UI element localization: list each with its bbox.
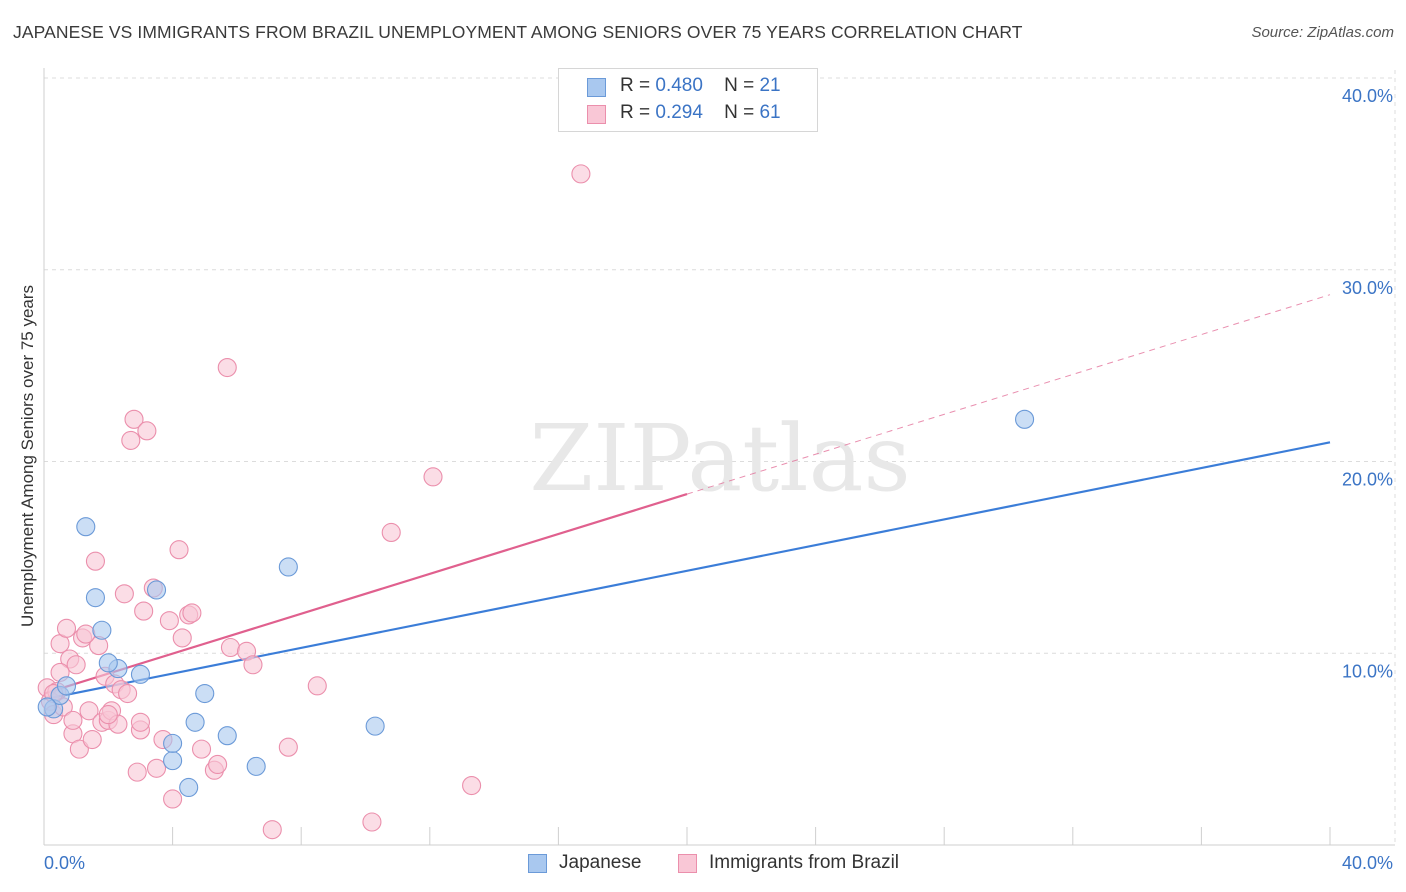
data-point: [118, 683, 138, 704]
data-point: [278, 737, 298, 757]
data-point: [130, 664, 150, 684]
r-value: 0.294: [655, 102, 703, 123]
trend-lines: [43, 294, 1331, 701]
tick-labels: 10.0% 20.0% 30.0% 40.0% 0.0% 40.0%: [44, 86, 1393, 873]
data-point: [423, 467, 443, 487]
bottom-legend-swatch-brazil: [678, 854, 697, 873]
bottom-legend-label-japanese: Japanese: [559, 852, 642, 873]
data-point: [98, 653, 118, 673]
data-point: [37, 697, 57, 717]
data-point: [179, 777, 199, 798]
watermark: ZIPatlas: [529, 405, 910, 512]
y-tick-label: 20.0%: [1342, 470, 1393, 490]
data-point: [208, 754, 228, 775]
data-point: [79, 701, 99, 721]
bottom-legend-label-brazil: Immigrants from Brazil: [709, 852, 900, 873]
data-point: [220, 637, 241, 658]
data-point: [76, 517, 96, 537]
data-point: [159, 611, 179, 631]
data-point: [82, 729, 102, 750]
data-point: [163, 751, 183, 771]
data-point: [56, 676, 77, 696]
correlation-legend: R = 0.480 N = 21 R = 0.294 N = 61: [558, 68, 818, 132]
data-point: [137, 421, 157, 441]
y-tick-label: 10.0%: [1342, 661, 1393, 681]
data-point: [85, 588, 105, 608]
data-point: [98, 705, 118, 725]
data-point: [85, 551, 105, 571]
data-point: [365, 716, 385, 736]
r-label: R =: [620, 75, 651, 96]
n-value: 61: [759, 102, 781, 123]
data-point: [217, 726, 237, 746]
data-point: [246, 756, 266, 776]
axes: [43, 68, 1395, 846]
data-point: [56, 618, 77, 638]
data-point: [163, 789, 183, 809]
source-label: Source: ZipAtlas.com: [1251, 24, 1394, 41]
data-point: [191, 739, 212, 759]
data-point: [362, 812, 382, 832]
data-point: [169, 540, 189, 560]
data-point: [127, 762, 147, 782]
data-points: [37, 164, 1035, 840]
data-point: [63, 710, 83, 730]
data-point: [146, 758, 167, 778]
x-tick-label-min: 0.0%: [44, 853, 85, 873]
data-point: [278, 557, 298, 577]
data-point: [121, 430, 141, 450]
data-point: [69, 739, 89, 759]
data-point: [114, 584, 134, 604]
data-point: [462, 776, 482, 796]
r-label: R =: [620, 102, 651, 123]
data-point: [307, 676, 327, 696]
legend-stats-brazil: R = 0.294 N = 61: [620, 102, 781, 124]
data-point: [571, 164, 591, 184]
data-point: [243, 655, 263, 675]
data-point: [1015, 409, 1035, 429]
data-point: [381, 522, 401, 542]
n-label: N =: [724, 75, 755, 96]
x-tick-label-max: 40.0%: [1342, 853, 1393, 873]
data-point: [124, 409, 144, 429]
data-point: [146, 580, 167, 600]
y-tick-label: 40.0%: [1342, 86, 1393, 106]
legend-swatch-japanese: [587, 78, 606, 97]
data-point: [195, 683, 215, 704]
legend-swatch-brazil: [587, 105, 606, 124]
data-point: [172, 628, 192, 648]
data-point: [163, 733, 183, 753]
data-point: [185, 712, 205, 732]
data-point: [76, 624, 96, 644]
r-value: 0.480: [655, 75, 703, 96]
data-point: [92, 620, 112, 640]
data-point: [134, 601, 154, 621]
legend-stats-japanese: R = 0.480 N = 21: [620, 75, 781, 97]
y-tick-label: 30.0%: [1342, 278, 1393, 298]
data-point: [262, 820, 282, 840]
data-point: [130, 712, 150, 732]
trend-line: [43, 493, 688, 695]
n-label: N =: [724, 102, 755, 123]
n-value: 21: [759, 75, 781, 96]
y-axis-label: Unemployment Among Seniors over 75 years: [18, 284, 37, 628]
trend-line-extrapolated: [686, 294, 1331, 495]
trend-line: [43, 441, 1331, 701]
data-point: [66, 655, 86, 675]
bottom-legend-swatch-japanese: [528, 854, 547, 873]
data-point: [182, 603, 202, 623]
chart-title: JAPANESE VS IMMIGRANTS FROM BRAZIL UNEMP…: [13, 22, 1023, 42]
data-point: [217, 357, 237, 378]
